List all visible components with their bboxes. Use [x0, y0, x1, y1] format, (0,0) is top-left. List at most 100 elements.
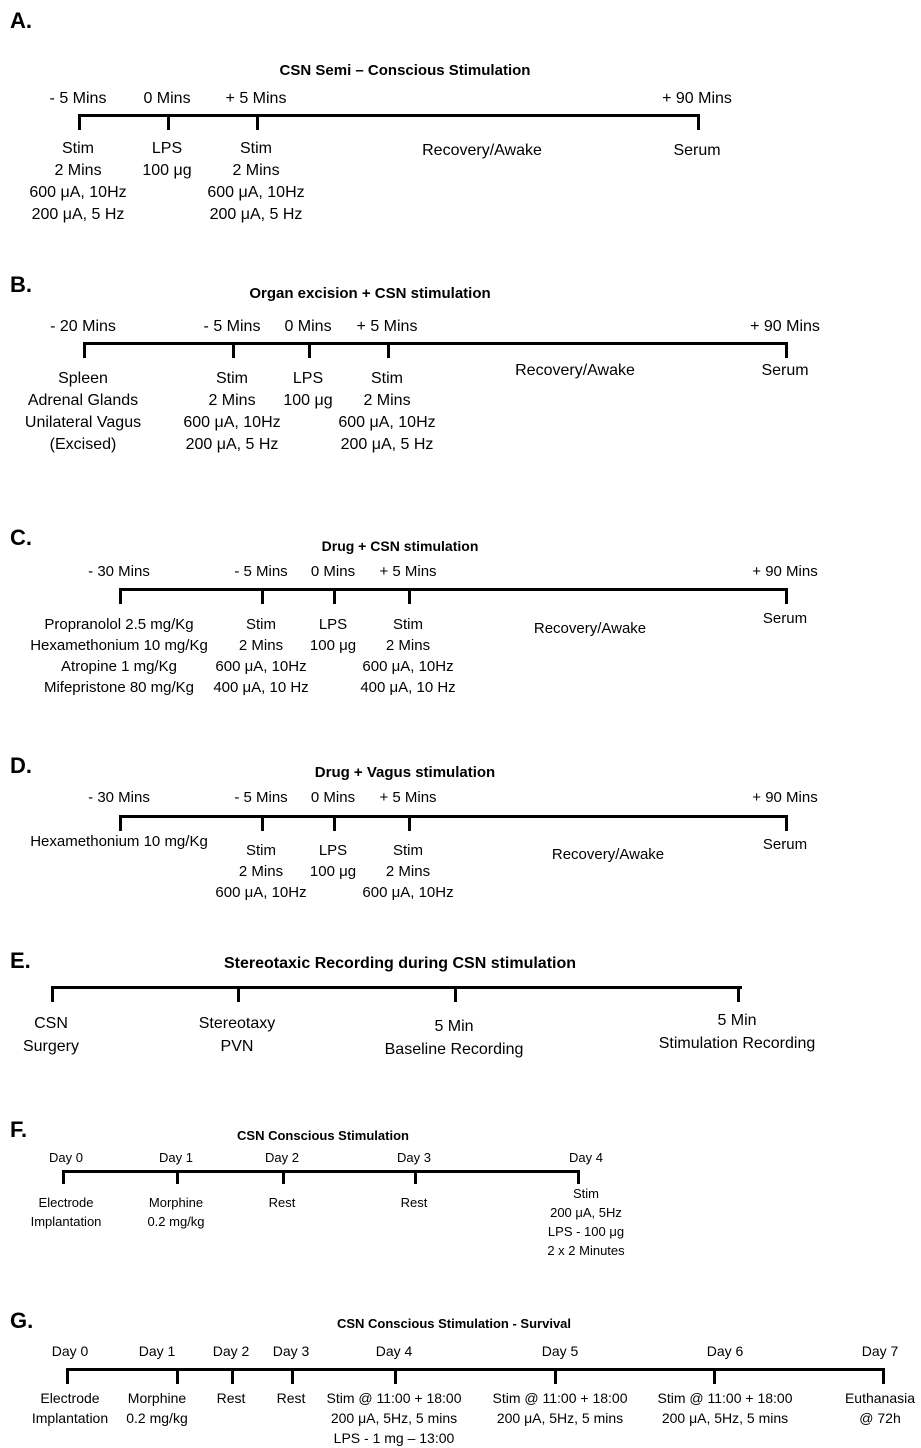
event-line: Stim: [216, 370, 248, 387]
event-description: Recovery/Awake: [515, 360, 635, 382]
event-description: Stim 2 Mins 600 μA, 10Hz 200 μA, 5 Hz: [338, 368, 435, 456]
event-line: 600 μA, 10Hz: [183, 414, 281, 431]
event-line: Serum: [673, 142, 721, 159]
event-description: Electrode Implantation: [32, 1388, 108, 1428]
event-line: Rest: [216, 1390, 246, 1406]
panel-label: F.: [10, 1117, 28, 1142]
event-description: Stim 2 Mins 600 μA, 10Hz 200 μA, 5 Hz: [207, 138, 304, 226]
event-line: Stim: [392, 842, 423, 859]
event-line: Euthanasia: [844, 1390, 916, 1406]
timeline-tick: [119, 815, 122, 831]
event-description: Morphine 0.2 mg/kg: [126, 1388, 187, 1428]
timeline-tick: [282, 1170, 285, 1184]
event-line: 100 μg: [142, 162, 192, 179]
time-label: Day 3: [397, 1150, 431, 1165]
event-line: Recovery/Awake: [551, 846, 665, 863]
timeline-tick: [176, 1170, 179, 1184]
timeline-tick: [119, 588, 122, 604]
timeline-axis: [83, 342, 788, 345]
panel-title: CSN Semi – Conscious Stimulation: [279, 62, 531, 79]
event-line: 200 μA, 5Hz, 5 mins: [496, 1410, 624, 1426]
timeline-tick: [785, 815, 788, 831]
time-label: + 90 Mins: [752, 789, 818, 806]
event-description: Stim 200 μA, 5Hz LPS - 100 μg 2 x 2 Minutes: [547, 1184, 624, 1260]
event-description: LPS 100 μg: [310, 840, 356, 882]
event-line: Rest: [400, 1195, 428, 1210]
event-line: 5 Min: [434, 1018, 474, 1035]
event-line: LPS - 100 μg: [547, 1224, 625, 1239]
event-line: Recovery/Awake: [515, 362, 635, 379]
event-description: Rest: [277, 1388, 306, 1408]
event-line: Stim @ 11:00 + 18:00: [326, 1390, 462, 1406]
panel-title: Stereotaxic Recording during CSN stimula…: [223, 955, 577, 972]
event-line: LPS: [292, 370, 324, 387]
event-line: Unilateral Vagus: [24, 414, 142, 431]
time-label: - 5 Mins: [234, 789, 288, 806]
panel-label: D.: [10, 753, 32, 778]
timeline-axis: [66, 1368, 885, 1371]
time-label: Day 4: [375, 1343, 413, 1359]
event-line: 400 μA, 10 Hz: [360, 679, 456, 696]
event-description: Rest: [401, 1193, 428, 1212]
event-line: Stim: [62, 140, 94, 157]
event-description: 5 Min Baseline Recording: [385, 1015, 524, 1061]
event-line: Implantation: [31, 1410, 109, 1426]
timeline-tick: [62, 1170, 65, 1184]
event-line: Stim: [393, 616, 423, 633]
time-label: 0 Mins: [310, 789, 356, 806]
event-line: Morphine: [148, 1195, 204, 1210]
event-line: Spleen: [58, 370, 108, 387]
timeline-tick: [737, 986, 740, 1002]
event-description: Stim @ 11:00 + 18:00 200 μA, 5Hz, 5 mins: [658, 1388, 793, 1428]
time-label: - 5 Mins: [49, 90, 107, 107]
event-line: 100 μg: [309, 637, 357, 654]
timeline-tick: [882, 1368, 885, 1384]
event-line: Mifepristone 80 mg/Kg: [43, 679, 195, 696]
timeline-axis: [51, 986, 742, 989]
timeline-tick: [83, 342, 86, 358]
event-line: Hexamethonium 10 mg/Kg: [30, 637, 208, 654]
timeline-tick: [408, 815, 411, 831]
time-label: Day 0: [51, 1343, 89, 1359]
panel-title: CSN Conscious Stimulation: [237, 1128, 409, 1143]
time-label: Day 3: [272, 1343, 310, 1359]
event-line: 600 μA, 10Hz: [338, 414, 436, 431]
timeline-axis: [62, 1170, 580, 1173]
time-label: 0 Mins: [284, 318, 332, 335]
event-description: Serum: [761, 360, 808, 382]
event-line: CSN: [34, 1015, 68, 1032]
panel-label: E.: [10, 948, 31, 973]
event-line: Stim @ 11:00 + 18:00: [657, 1390, 793, 1406]
time-label: + 90 Mins: [662, 90, 732, 107]
time-label: + 5 Mins: [379, 563, 437, 580]
timeline-tick: [333, 815, 336, 831]
event-description: 5 Min Stimulation Recording: [659, 1009, 816, 1055]
time-label: Day 6: [706, 1343, 744, 1359]
timeline-axis: [119, 815, 788, 818]
event-description: Stim 2 Mins 600 μA, 10Hz: [215, 840, 306, 903]
event-description: Serum: [763, 834, 807, 855]
timeline-tick: [554, 1368, 557, 1384]
timeline-tick: [291, 1368, 294, 1384]
event-line: 2 Mins: [54, 162, 102, 179]
timeline-tick: [176, 1368, 179, 1384]
timeline-tick: [333, 588, 336, 604]
event-line: 600 μA, 10Hz: [215, 658, 307, 675]
event-line: 200 μA, 5 Hz: [185, 436, 279, 453]
panel-title: CSN Conscious Stimulation - Survival: [336, 1316, 572, 1331]
event-line: 600 μA, 10Hz: [362, 884, 454, 901]
event-line: 600 μA, 10Hz: [215, 884, 307, 901]
event-description: Stereotaxy PVN: [199, 1012, 275, 1058]
time-label: Day 2: [212, 1343, 250, 1359]
event-description: LPS 100 μg: [310, 614, 356, 656]
timeline-tick: [577, 1170, 580, 1184]
time-label: Day 4: [569, 1150, 603, 1165]
event-line: 2 Mins: [208, 392, 256, 409]
timeline-axis: [119, 588, 788, 591]
timeline-tick: [394, 1368, 397, 1384]
event-line: Electrode: [38, 1195, 94, 1210]
event-line: Recovery/Awake: [422, 142, 542, 159]
event-line: 2 Mins: [385, 637, 431, 654]
timeline-tick: [408, 588, 411, 604]
event-description: Euthanasia @ 72h: [845, 1388, 915, 1428]
